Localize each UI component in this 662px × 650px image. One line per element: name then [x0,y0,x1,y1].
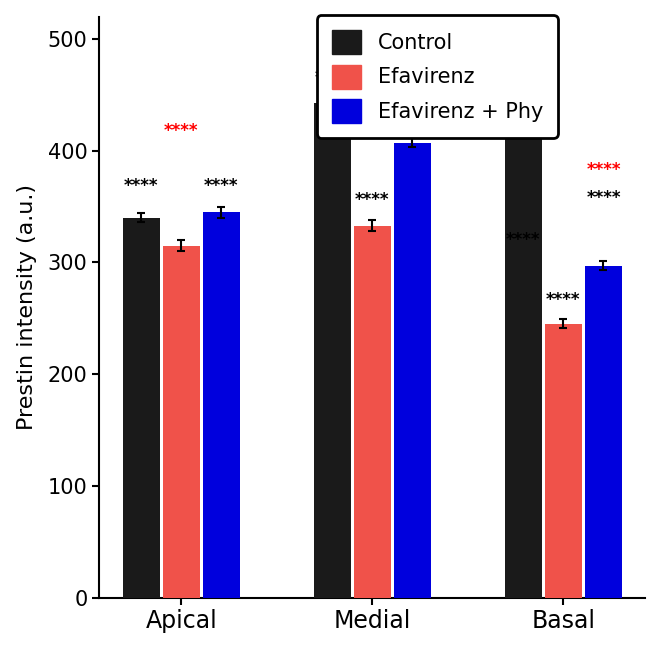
Text: ****: **** [395,72,430,89]
Bar [122,218,160,597]
Bar [394,143,431,597]
Bar [314,103,351,597]
Text: ****: **** [315,69,350,87]
Bar [545,324,582,597]
Bar [585,266,622,597]
Bar [505,125,542,597]
Y-axis label: Prestin intensity (a.u.): Prestin intensity (a.u.) [17,184,36,430]
Text: ****: **** [355,191,389,209]
Legend: Control, Efavirenz, Efavirenz + Phy: Control, Efavirenz, Efavirenz + Phy [317,16,557,138]
Bar [354,226,391,597]
Text: ****: **** [506,231,541,249]
Text: ****: **** [124,177,158,196]
Text: ****: **** [587,161,621,179]
Text: ****: **** [395,46,430,64]
Text: ****: **** [546,291,581,309]
Text: ****: **** [587,188,621,207]
Text: ****: **** [164,122,199,140]
Bar [163,246,200,597]
Text: ****: **** [204,177,238,196]
Bar [203,212,240,597]
